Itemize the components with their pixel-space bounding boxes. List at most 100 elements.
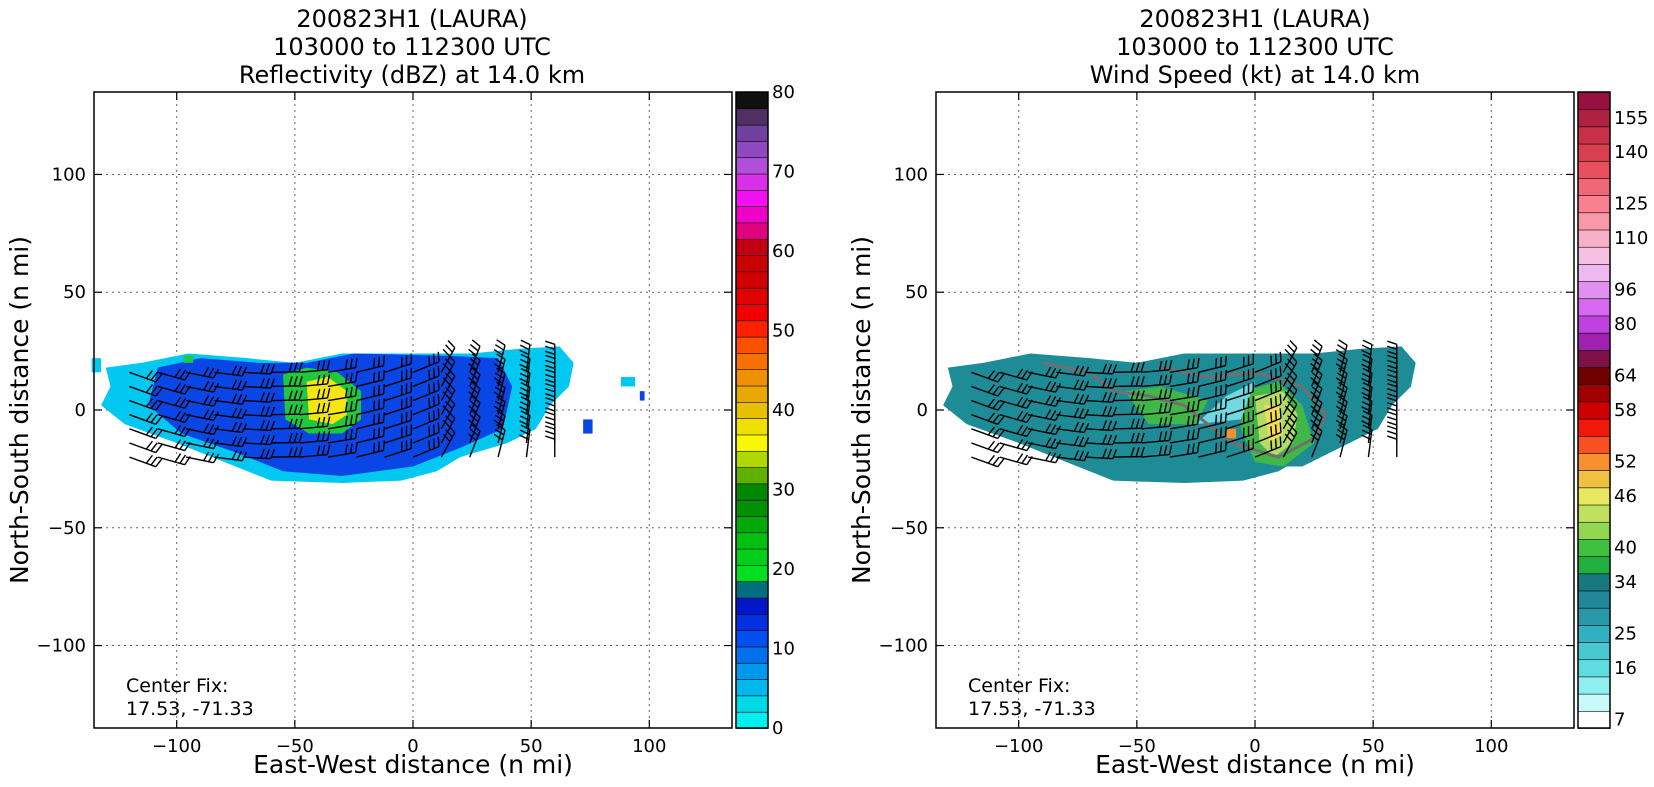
wind-barb-flag	[432, 396, 435, 407]
wind-barb-flag	[1016, 425, 1024, 435]
wind-barb-flag	[1186, 373, 1190, 384]
wind-barb-flag	[203, 423, 210, 433]
wind-barb-flag	[150, 428, 158, 438]
wind-barb-flag	[354, 400, 358, 411]
colorbar-swatch	[735, 613, 769, 631]
echo-cell-small	[91, 358, 102, 373]
colorbar-swatch	[1577, 332, 1611, 351]
wind-barb-flag	[1054, 411, 1062, 421]
wind-barb-flag	[203, 395, 210, 405]
wind-barb-flag	[1387, 402, 1397, 407]
wind-barb-flag	[1163, 416, 1168, 427]
wind-barb-flag	[442, 377, 451, 386]
wind-barb-flag	[545, 425, 555, 430]
wind-barb-flag	[1335, 363, 1345, 370]
wind-barb-flag	[321, 416, 326, 427]
wind-barb-flag	[1054, 397, 1062, 407]
wind-barb-flag	[1336, 386, 1347, 394]
wind-barb-flag	[1219, 356, 1223, 367]
wind-barb-flag	[1387, 345, 1397, 351]
wind-barb-flag	[1274, 410, 1277, 421]
wind-barb-flag	[1387, 397, 1397, 402]
wind-barb-flag	[493, 433, 503, 441]
colorbar-swatch	[1577, 624, 1611, 643]
wind-barb-flag	[997, 401, 1005, 411]
wind-barb-flag	[442, 419, 451, 428]
wind-barb-flag	[203, 366, 210, 377]
colorbar-tick-label: 125	[1614, 194, 1648, 215]
wind-barb-flag	[265, 448, 271, 459]
wind-barb-flag	[432, 424, 435, 435]
wind-barb-flag	[155, 373, 163, 383]
wind-barb-flag	[1078, 450, 1085, 461]
colorbar-swatch	[735, 580, 769, 599]
wind-barb-flag	[1361, 349, 1371, 356]
wind-barb-flag	[1078, 408, 1085, 418]
wind-barb-flag	[241, 366, 248, 377]
wind-barb-flag	[382, 412, 385, 423]
wind-barb-flag	[373, 442, 376, 453]
wind-barb-flag	[1335, 433, 1345, 441]
y-tick-label: 50	[63, 282, 86, 303]
wind-barb-flag	[1196, 357, 1200, 368]
wind-barb-shaft	[971, 456, 998, 468]
wind-barb-flag	[545, 387, 555, 393]
wind-barb-flag	[1050, 452, 1057, 463]
colorbar-tick-label: 110	[1614, 228, 1648, 249]
wind-barb-flag	[1387, 393, 1397, 398]
wind-barb-flag	[174, 368, 182, 378]
wind-barb-flag	[1270, 369, 1273, 380]
reflectivity-x-axis-label: East-West distance (n mi)	[253, 750, 573, 779]
wind-barb-flag	[265, 406, 271, 417]
wind-barb-flag	[1073, 435, 1080, 446]
colorbar-swatch	[1577, 126, 1611, 145]
wind-barb-flag	[373, 428, 376, 439]
wind-barb-flag	[1163, 388, 1168, 399]
wind-barb-flag	[1050, 382, 1057, 392]
colorbar-swatch	[735, 287, 769, 305]
wind-barb-flag	[1335, 377, 1345, 384]
wind-barb-flag	[1163, 360, 1168, 371]
wind-barb-flag	[203, 381, 210, 391]
wind-barb-flag	[1130, 390, 1135, 401]
wind-barb-flag	[1336, 358, 1347, 365]
wind-barb-flag	[987, 440, 995, 450]
wind-barb-flag	[179, 412, 187, 422]
wind-barb-flag	[520, 339, 531, 346]
wind-barb-flag	[260, 363, 266, 374]
wind-barb-flag	[1338, 339, 1348, 346]
wind-barb-flag	[1140, 404, 1145, 415]
wind-barb-flag	[236, 422, 243, 433]
wind-barb-flag	[1215, 372, 1218, 383]
wind-barb-flag	[1140, 432, 1145, 443]
colorbar-swatch	[735, 483, 769, 501]
wind-barb-flag	[545, 411, 555, 416]
wind-barb-flag	[1045, 381, 1052, 391]
wind-barb-flag	[1186, 359, 1190, 370]
colorbar-swatch	[1577, 710, 1611, 729]
wind-barb-flag	[212, 439, 220, 449]
wind-barb-flag	[1050, 367, 1057, 378]
wind-barb-flag	[1215, 358, 1218, 369]
wind-barb-flag	[377, 385, 381, 396]
wind-barb-flag	[155, 430, 163, 439]
colorbar-tick-label: 80	[1614, 314, 1637, 335]
y-tick-label: −50	[890, 518, 928, 539]
wind-barb-flag	[1054, 439, 1062, 449]
wind-barb-flag	[1135, 418, 1140, 429]
colorbar-tick-label: 140	[1614, 142, 1648, 163]
colorbar-swatch	[1577, 607, 1611, 626]
wind-barb-flag	[1021, 398, 1029, 408]
wind-barb-flag	[1270, 397, 1273, 409]
wind-barb-flag	[496, 367, 506, 375]
wind-barb-flag	[1387, 368, 1397, 374]
wind-barb-flag	[212, 453, 220, 464]
colorbar-tick-label: 50	[772, 321, 795, 342]
wind-barb-flag	[1107, 364, 1113, 374]
wind-barb-flag	[241, 423, 248, 433]
wind-barb-flag	[1287, 372, 1295, 381]
wind-barb-flag	[208, 452, 215, 463]
colorbar-swatch	[735, 205, 769, 224]
wind-barb-flag	[174, 382, 182, 392]
wind-barb-flag	[288, 432, 293, 443]
